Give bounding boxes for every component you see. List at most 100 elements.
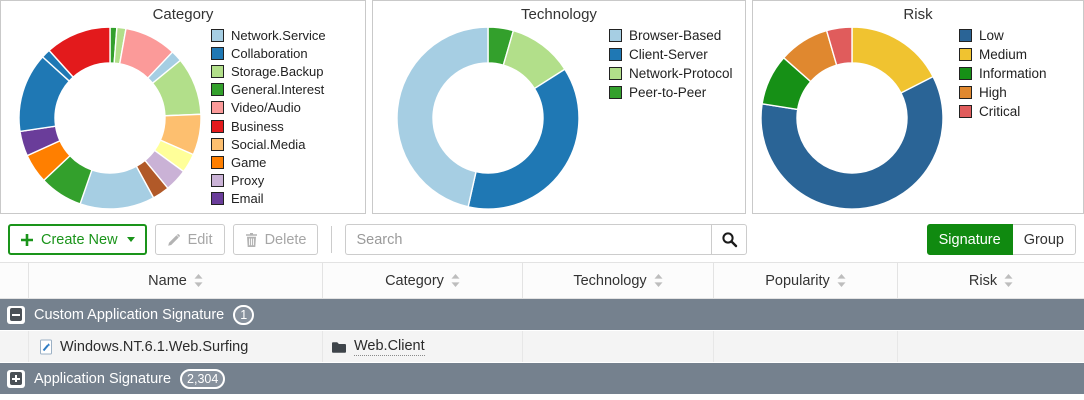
chart-panel-technology: Technology Browser-Based Client-Server Net… bbox=[372, 0, 746, 214]
legend-item: Collaboration bbox=[211, 44, 326, 62]
legend-item: Email bbox=[211, 190, 326, 208]
legend-item: General.Interest bbox=[211, 81, 326, 99]
legend-item: Low bbox=[959, 26, 1047, 45]
plus-icon bbox=[21, 233, 33, 246]
column-header-name[interactable]: Name bbox=[28, 263, 322, 298]
legend-swatch bbox=[959, 86, 972, 99]
count-badge: 1 bbox=[233, 304, 255, 325]
legend-item: Storage.Backup bbox=[211, 62, 326, 80]
chart-title-technology: Technology bbox=[521, 6, 597, 23]
group-row[interactable]: Application Signature 2,304 bbox=[0, 363, 1084, 395]
table-row[interactable]: Windows.NT.6.1.Web.Surfing Web.Client bbox=[0, 331, 1084, 363]
table-body: Custom Application Signature 1 Windows.NT.… bbox=[0, 299, 1084, 395]
search-box bbox=[345, 224, 748, 255]
column-header-popularity[interactable]: Popularity bbox=[713, 263, 897, 298]
legend-swatch bbox=[211, 83, 224, 97]
legend-item: High bbox=[959, 83, 1047, 102]
legend-label: Email bbox=[231, 191, 264, 207]
legend-swatch bbox=[211, 174, 224, 188]
legend-label: Low bbox=[979, 28, 1004, 43]
legend-swatch bbox=[609, 67, 622, 80]
create-new-button[interactable]: Create New bbox=[8, 224, 147, 255]
toggle-group[interactable]: Group bbox=[1012, 224, 1076, 255]
chart-panel-category: Category Network.Service Collaboration Sto… bbox=[0, 0, 366, 214]
search-input[interactable] bbox=[345, 224, 712, 255]
legend-label: Network.Service bbox=[231, 27, 326, 43]
expand-icon[interactable] bbox=[7, 369, 25, 388]
column-header-blank bbox=[0, 263, 28, 298]
row-select-cell bbox=[0, 331, 28, 362]
legend-label: Video/Audio bbox=[231, 100, 301, 116]
edit-button[interactable]: Edit bbox=[154, 224, 225, 255]
legend-swatch bbox=[609, 86, 622, 99]
legend-item: Video/Audio bbox=[211, 99, 326, 117]
donut-segment-low bbox=[760, 75, 944, 210]
donut-segment-business bbox=[48, 26, 111, 79]
sort-icon bbox=[194, 274, 203, 287]
sort-icon bbox=[451, 274, 460, 287]
legend-swatch bbox=[211, 46, 224, 60]
table-header: Name Category Technology Popularity Risk bbox=[0, 262, 1084, 299]
search-icon bbox=[722, 232, 738, 248]
risk-legend: Low Medium Information High Critical bbox=[959, 24, 1047, 121]
legend-item: Medium bbox=[959, 45, 1047, 64]
legend-swatch bbox=[609, 48, 622, 61]
toggle-signature[interactable]: Signature bbox=[926, 224, 1013, 255]
sort-icon bbox=[837, 274, 846, 287]
chart-panel-risk: Risk Low Medium Information High Critical bbox=[752, 0, 1084, 214]
legend-item: Critical bbox=[959, 102, 1047, 121]
risk-donut-chart bbox=[760, 26, 944, 210]
legend-item: Browser-Based bbox=[609, 26, 733, 45]
search-button[interactable] bbox=[711, 224, 748, 255]
legend-label: Client-Server bbox=[629, 47, 708, 62]
delete-label: Delete bbox=[264, 231, 307, 248]
delete-button[interactable]: Delete bbox=[232, 224, 319, 255]
legend-label: Critical bbox=[979, 104, 1021, 119]
folder-icon bbox=[332, 341, 346, 353]
legend-swatch bbox=[211, 119, 224, 133]
column-header-label: Name bbox=[148, 272, 187, 289]
signatures-table: Name Category Technology Popularity Risk Cus… bbox=[0, 262, 1084, 395]
legend-label: Storage.Backup bbox=[231, 63, 324, 79]
name-cell: Windows.NT.6.1.Web.Surfing bbox=[28, 331, 322, 362]
legend-label: High bbox=[979, 85, 1007, 100]
legend-swatch bbox=[959, 48, 972, 61]
donut-segment-browser-based bbox=[396, 26, 489, 208]
legend-swatch bbox=[211, 192, 224, 206]
legend-item: Client-Server bbox=[609, 45, 733, 64]
category-value[interactable]: Web.Client bbox=[354, 337, 425, 356]
legend-label: Medium bbox=[979, 47, 1028, 62]
column-header-label: Risk bbox=[968, 272, 998, 289]
popularity-cell bbox=[713, 331, 897, 362]
legend-swatch bbox=[211, 101, 224, 115]
group-row[interactable]: Custom Application Signature 1 bbox=[0, 299, 1084, 331]
legend-label: Information bbox=[979, 66, 1047, 81]
technology-cell bbox=[522, 331, 713, 362]
legend-item: Network-Protocol bbox=[609, 64, 733, 83]
group-label: Custom Application Signature bbox=[34, 306, 225, 323]
column-header-technology[interactable]: Technology bbox=[522, 263, 713, 298]
pencil-icon bbox=[167, 233, 180, 246]
tree-glyph bbox=[9, 308, 23, 321]
column-header-category[interactable]: Category bbox=[322, 263, 522, 298]
legend-swatch bbox=[211, 155, 224, 169]
summary-charts-row: Category Network.Service Collaboration Sto… bbox=[0, 0, 1084, 214]
column-header-risk[interactable]: Risk bbox=[897, 263, 1084, 298]
chart-title-risk: Risk bbox=[903, 6, 933, 23]
collapse-icon[interactable] bbox=[7, 305, 25, 324]
edit-label: Edit bbox=[187, 231, 213, 248]
view-toggle: Signature Group bbox=[926, 224, 1076, 255]
legend-item: Social.Media bbox=[211, 135, 326, 153]
tree-glyph bbox=[9, 372, 23, 385]
legend-label: Peer-to-Peer bbox=[629, 85, 707, 100]
legend-label: Business bbox=[231, 118, 284, 134]
legend-swatch bbox=[609, 29, 622, 42]
trash-icon bbox=[245, 232, 257, 247]
chevron-down-icon bbox=[126, 237, 135, 242]
technology-donut-chart bbox=[396, 26, 580, 210]
legend-item: Game bbox=[211, 153, 326, 171]
donut-segment-critical bbox=[825, 26, 853, 67]
toolbar: Create New Edit Delete Signature Group bbox=[8, 224, 1076, 255]
donut-segment-client-server bbox=[467, 68, 580, 210]
column-header-label: Popularity bbox=[765, 272, 830, 289]
